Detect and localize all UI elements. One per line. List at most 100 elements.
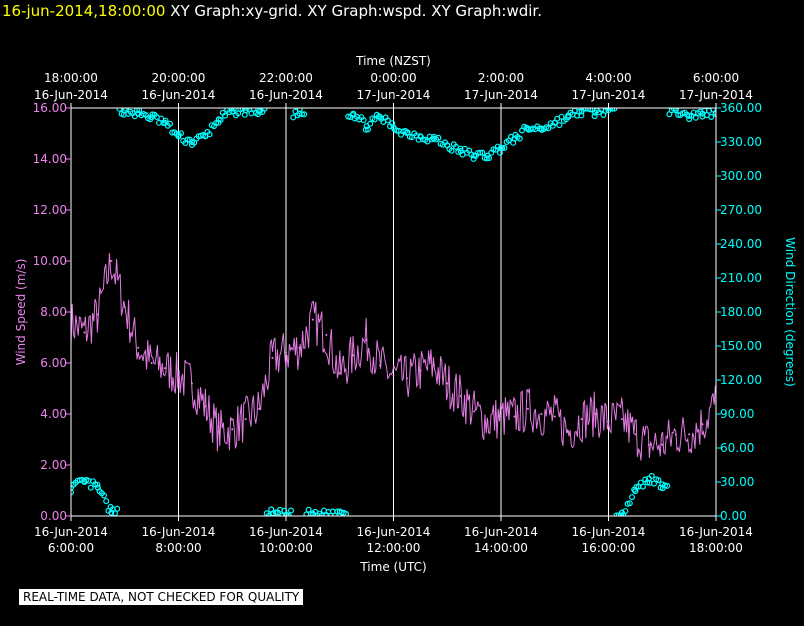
wind-direction-marker (591, 113, 598, 120)
wind-speed-point (190, 382, 193, 385)
wind-direction-marker (360, 117, 367, 124)
wind-speed-point (594, 413, 597, 415)
right-tick-label: 30.00 (720, 475, 754, 489)
wind-direction-marker (587, 108, 594, 113)
wind-direction-marker (301, 111, 308, 118)
wind-direction-marker (299, 111, 306, 118)
header-timestamp: 16-jun-2014,18:00:00 (2, 2, 166, 20)
wind-speed-point (231, 428, 234, 431)
wind-speed-point (123, 305, 126, 308)
wind-direction-marker (87, 484, 94, 491)
right-tick-label: 270.00 (720, 203, 762, 217)
left-tick-label: 16.00 (33, 101, 67, 115)
wind-speed-point (553, 415, 556, 418)
top-tick-time: 18:00:00 (44, 71, 98, 85)
wind-direction-marker (217, 116, 224, 123)
top-tick-date: 16-Jun-2014 (249, 88, 323, 102)
right-tick-label: 150.00 (720, 339, 762, 353)
wind-speed-trace (71, 253, 716, 461)
bottom-tick-time: 8:00:00 (155, 541, 201, 555)
graph-header: 16-jun-2014,18:00:00 XY Graph:xy-grid. X… (2, 2, 542, 20)
wind-direction-marker (578, 112, 585, 119)
top-tick-date: 17-Jun-2014 (572, 88, 646, 102)
wind-direction-marker (367, 120, 374, 127)
wind-direction-marker (448, 147, 455, 154)
right-tick-label: 90.00 (720, 407, 754, 421)
wind-direction-marker (371, 116, 378, 123)
wind-direction-marker (100, 492, 107, 499)
wind-direction-marker (664, 482, 671, 489)
wind-direction-marker (114, 505, 121, 512)
wind-speed-point (473, 410, 476, 413)
wind-direction-marker (131, 113, 138, 120)
wind-direction-marker (213, 119, 220, 126)
wind-direction-marker (556, 122, 563, 129)
quality-disclaimer: REAL-TIME DATA, NOT CHECKED FOR QUALITY (19, 589, 304, 605)
left-tick-label: 10.00 (33, 254, 67, 268)
right-tick-label: 300.00 (720, 169, 762, 183)
bottom-tick-date: 16-Jun-2014 (572, 525, 646, 539)
wind-speed-point (338, 372, 341, 375)
left-tick-label: 6.00 (40, 356, 67, 370)
wind-direction-marker (673, 108, 679, 112)
top-axis-title: Time (NZST) (355, 54, 431, 68)
wind-speed-point (204, 405, 207, 408)
left-tick-label: 2.00 (40, 458, 67, 472)
wind-direction-marker (628, 494, 635, 501)
top-tick-time: 2:00:00 (478, 71, 524, 85)
left-tick-label: 14.00 (33, 152, 67, 166)
grid-lines (178, 108, 609, 516)
wind-direction-marker (222, 112, 229, 119)
wind-direction-marker (499, 145, 506, 152)
wind-speed-point (647, 443, 650, 446)
wind-speed-point (620, 418, 623, 421)
wind-direction-marker (272, 509, 279, 516)
wind-direction-marker (237, 108, 244, 113)
wind-direction-marker (692, 114, 699, 121)
wind-speed-point (271, 356, 274, 359)
wind-speed-point (110, 260, 113, 262)
wind-speed-point (298, 346, 301, 349)
wind-speed-point (311, 318, 314, 321)
top-tick-time: 20:00:00 (152, 71, 206, 85)
wind-speed-series (71, 253, 716, 461)
wind-direction-marker (501, 144, 508, 151)
wind-direction-marker (186, 136, 193, 143)
wind-direction-marker (123, 108, 129, 112)
wind-direction-marker (241, 111, 248, 118)
wind-direction-marker (288, 507, 295, 514)
left-tick-label: 0.00 (40, 509, 67, 523)
wind-speed-point (634, 433, 637, 436)
wind-speed-point (486, 420, 489, 423)
wind-direction-marker (206, 131, 213, 138)
wind-speed-point (701, 423, 704, 426)
wind-speed-point (540, 413, 543, 415)
wind-direction-marker (622, 508, 629, 515)
wind-speed-point (285, 351, 287, 354)
wind-direction-marker (670, 108, 677, 112)
top-tick-date: 17-Jun-2014 (679, 88, 753, 102)
right-tick-label: 180.00 (720, 305, 762, 319)
wind-direction-marker (261, 108, 268, 112)
wind-direction-marker (708, 113, 715, 120)
top-tick-time: 0:00:00 (370, 71, 416, 85)
wind-direction-marker (283, 511, 290, 516)
wind-direction-marker (648, 472, 655, 479)
wind-speed-point (513, 415, 516, 418)
bottom-tick-date: 16-Jun-2014 (679, 525, 753, 539)
wind-direction-marker (116, 108, 123, 112)
left-axis-title: Wind Speed (m/s) (14, 259, 28, 366)
bottom-tick-time: 6:00:00 (48, 541, 94, 555)
wind-speed-point (244, 418, 247, 421)
wind-speed-point (580, 418, 583, 421)
right-tick-label: 120.00 (720, 373, 762, 387)
wind-speed-point (177, 374, 180, 377)
bottom-tick-time: 12:00:00 (367, 541, 421, 555)
right-tick-label: 210.00 (720, 271, 762, 285)
wind-speed-point (459, 395, 462, 398)
wind-direction-marker (486, 155, 493, 162)
right-axis-title: Wind Direction (degrees) (783, 237, 797, 387)
wind-speed-point (258, 407, 261, 410)
wind-speed-point (392, 374, 395, 377)
wind-direction-marker (626, 500, 633, 507)
